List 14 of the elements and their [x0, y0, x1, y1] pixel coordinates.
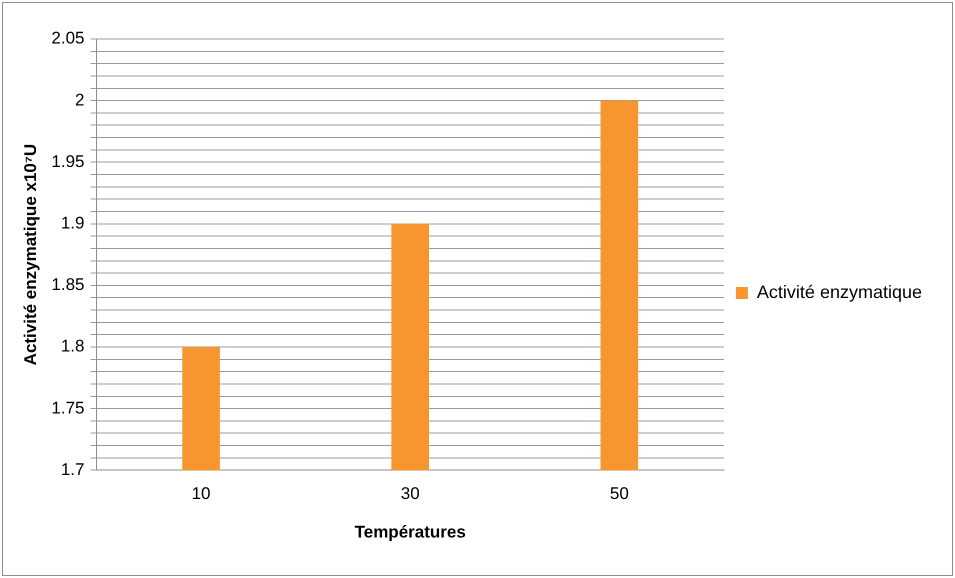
y-tick-label: 1.85 — [51, 275, 84, 294]
x-tick-label: 30 — [400, 484, 420, 504]
legend-label: Activité enzymatique — [756, 282, 922, 302]
y-axis-title: Activité enzymatique x10⁷U — [20, 144, 40, 366]
y-tick-label: 1.75 — [51, 398, 84, 418]
y-tick-label: 1.9 — [60, 213, 84, 232]
x-tick-label: 50 — [610, 484, 629, 504]
x-axis-title: Températures — [354, 522, 466, 542]
y-tick-label: 1.7 — [60, 460, 84, 479]
y-tick-label: 1.8 — [60, 336, 84, 356]
y-tick-label: 2.05 — [51, 28, 84, 48]
y-tick-label: 1.95 — [51, 152, 84, 171]
y-tick-label: 2 — [75, 90, 84, 110]
x-tick-label: 10 — [192, 484, 211, 504]
